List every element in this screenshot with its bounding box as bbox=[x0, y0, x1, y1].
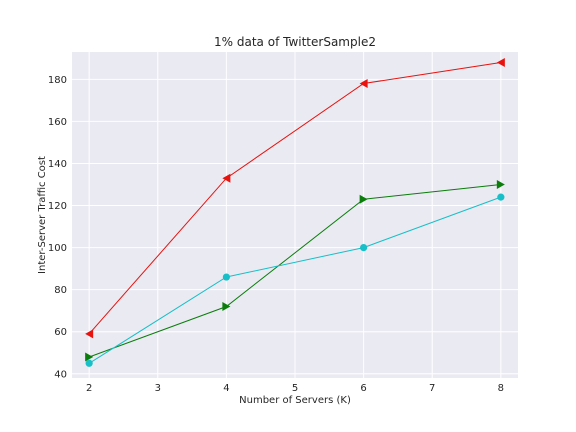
data-point-red bbox=[85, 329, 94, 339]
x-tick-label: 2 bbox=[86, 383, 92, 394]
x-tick-label: 4 bbox=[223, 383, 229, 394]
x-tick-label: 6 bbox=[360, 383, 366, 394]
data-point-red bbox=[222, 173, 231, 183]
y-tick-label: 120 bbox=[48, 201, 67, 212]
series-red bbox=[85, 58, 505, 339]
data-point-cyan bbox=[497, 193, 505, 201]
data-point-green bbox=[359, 194, 368, 204]
data-point-red bbox=[496, 58, 505, 68]
series-line-green bbox=[89, 184, 501, 358]
data-point-green bbox=[496, 180, 505, 190]
y-axis-label: Inter-Server Traffic Cost bbox=[37, 156, 48, 274]
y-tick-label: 160 bbox=[48, 117, 67, 128]
x-tick-label: 8 bbox=[498, 383, 504, 394]
y-tick-label: 60 bbox=[54, 327, 67, 338]
x-tick-label: 3 bbox=[155, 383, 161, 394]
series-line-cyan bbox=[88, 196, 501, 364]
chart-title: 1% data of TwitterSample2 bbox=[214, 35, 376, 49]
series-green bbox=[85, 180, 505, 362]
y-tick-label: 40 bbox=[54, 369, 67, 380]
x-tick-label: 7 bbox=[429, 383, 435, 394]
y-tick-label: 100 bbox=[48, 243, 67, 254]
series-line-red bbox=[88, 62, 501, 335]
y-tick-label: 80 bbox=[54, 285, 67, 296]
data-point-cyan bbox=[222, 273, 230, 281]
series-layer bbox=[85, 58, 505, 367]
y-tick-label: 140 bbox=[48, 159, 67, 170]
data-point-red bbox=[359, 79, 368, 89]
series-cyan bbox=[85, 193, 505, 367]
grid-lines bbox=[72, 52, 518, 378]
x-axis-label: Number of Servers (K) bbox=[239, 395, 351, 406]
data-point-cyan bbox=[360, 244, 368, 252]
tick-labels: 2 3 4 5 6 7 8 40 60 80 100 120 140 160 180 bbox=[48, 75, 504, 394]
data-point-green bbox=[85, 352, 94, 362]
data-point-cyan bbox=[85, 359, 93, 367]
data-point-green bbox=[222, 301, 231, 311]
x-tick-label: 5 bbox=[292, 383, 298, 394]
y-tick-label: 180 bbox=[48, 75, 67, 86]
